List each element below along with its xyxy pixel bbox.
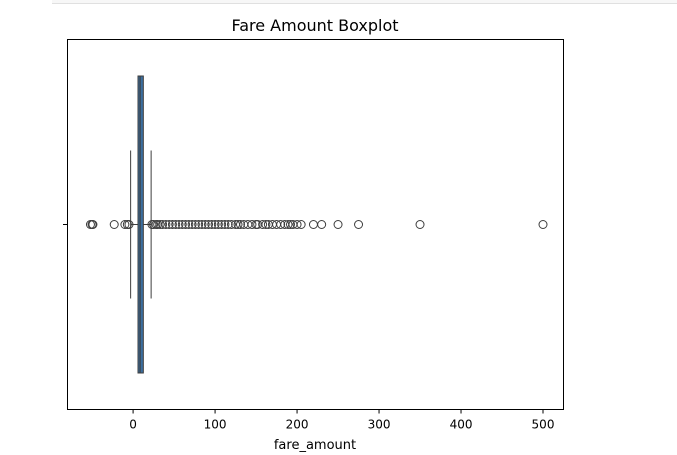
outlier-point bbox=[167, 220, 177, 229]
outlier-point bbox=[258, 220, 268, 229]
outlier-point bbox=[285, 220, 295, 229]
outlier-point bbox=[187, 220, 197, 229]
outlier-point bbox=[194, 220, 204, 229]
outlier-point bbox=[217, 220, 227, 229]
outlier-point bbox=[158, 220, 168, 229]
notebook-cell-border bbox=[52, 0, 677, 4]
x-tick-label: 100 bbox=[204, 418, 227, 432]
outlier-point bbox=[283, 220, 293, 229]
outlier-point bbox=[276, 220, 286, 229]
outlier-point bbox=[155, 220, 165, 229]
outlier-point bbox=[184, 220, 194, 229]
outlier-point bbox=[354, 220, 364, 229]
outlier-point bbox=[308, 220, 318, 229]
outlier-point bbox=[223, 220, 233, 229]
iqr-box bbox=[137, 75, 144, 374]
outlier-point bbox=[247, 220, 257, 229]
outlier-point bbox=[197, 220, 207, 229]
x-axis: 0 100 200 300 400 500 bbox=[129, 409, 555, 432]
outlier-point bbox=[292, 220, 302, 229]
outlier-point bbox=[149, 220, 159, 229]
outlier-point bbox=[261, 220, 271, 229]
outlier-point bbox=[333, 220, 343, 229]
outlier-point bbox=[177, 220, 187, 229]
x-tick-label: 300 bbox=[368, 418, 391, 432]
outlier-point bbox=[109, 220, 119, 229]
x-tick-label: 200 bbox=[286, 418, 309, 432]
plot-area bbox=[85, 75, 548, 374]
outlier-point bbox=[210, 220, 220, 229]
outlier-point bbox=[296, 220, 306, 229]
outlier-point bbox=[317, 220, 327, 229]
outlier-point bbox=[213, 220, 223, 229]
outlier-point bbox=[235, 220, 245, 229]
outlier-point bbox=[200, 220, 210, 229]
outlier-point bbox=[204, 220, 214, 229]
outlier-point bbox=[415, 220, 425, 229]
outlier-point bbox=[120, 220, 130, 229]
outlier-point bbox=[171, 220, 181, 229]
outlier-point bbox=[181, 220, 191, 229]
outlier-point bbox=[207, 220, 217, 229]
chart-title: Fare Amount Boxplot bbox=[231, 16, 398, 35]
outlier-point bbox=[174, 220, 184, 229]
outlier-point bbox=[161, 220, 171, 229]
outlier-point bbox=[233, 220, 243, 229]
x-tick-label: 0 bbox=[129, 418, 137, 432]
outlier-point bbox=[220, 220, 230, 229]
x-tick-label: 400 bbox=[450, 418, 473, 432]
outlier-point bbox=[164, 220, 174, 229]
outlier-point bbox=[124, 220, 134, 229]
outlier-point bbox=[190, 220, 200, 229]
x-tick-label: 500 bbox=[532, 418, 555, 432]
outlier-point bbox=[538, 220, 548, 229]
outlier-point bbox=[88, 220, 98, 229]
outlier-point bbox=[226, 220, 236, 229]
x-axis-label: fare_amount bbox=[274, 438, 356, 453]
